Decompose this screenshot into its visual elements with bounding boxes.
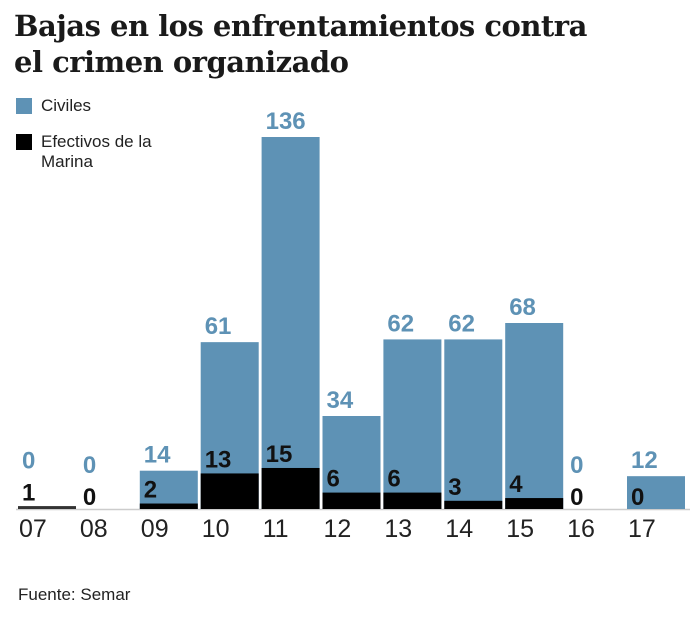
bar-marina-14 xyxy=(444,500,503,509)
bar-civiles-11 xyxy=(261,137,320,509)
label-civiles-16: 0 xyxy=(570,452,583,479)
label-marina-16: 0 xyxy=(570,484,583,511)
label-civiles-15: 68 xyxy=(509,294,536,321)
legend-swatch-marina xyxy=(16,134,32,150)
bar-marina-11 xyxy=(261,467,320,509)
label-civiles-07: 0 xyxy=(22,447,35,474)
label-marina-15: 4 xyxy=(509,471,523,498)
legend-marina: Efectivos de la Marina xyxy=(16,132,166,172)
legend-swatch-civiles xyxy=(16,98,32,114)
label-civiles-17: 12 xyxy=(631,447,658,474)
bar-civiles-14 xyxy=(444,339,503,509)
tick-label-15: 15 xyxy=(506,515,534,543)
tick-label-07: 07 xyxy=(19,515,47,543)
label-civiles-09: 14 xyxy=(144,442,171,469)
bar-civiles-17 xyxy=(627,476,685,509)
label-civiles-13: 62 xyxy=(387,310,414,337)
label-marina-09: 2 xyxy=(144,477,157,504)
bar-marina-10 xyxy=(200,473,259,509)
label-marina-13: 6 xyxy=(387,466,400,493)
bar-marina-09 xyxy=(139,503,198,509)
label-marina-08: 0 xyxy=(83,484,96,511)
label-civiles-14: 62 xyxy=(448,310,475,337)
tick-label-13: 13 xyxy=(384,515,412,543)
bar-marina-15 xyxy=(505,498,564,509)
label-marina-17: 0 xyxy=(631,484,644,511)
bar-civiles-15 xyxy=(505,323,564,509)
tick-label-16: 16 xyxy=(567,515,595,543)
bar-marina-12 xyxy=(322,492,381,509)
label-civiles-11: 136 xyxy=(266,108,306,135)
tick-label-14: 14 xyxy=(445,515,473,543)
source-note: Fuente: Semar xyxy=(18,585,131,604)
label-civiles-08: 0 xyxy=(83,452,96,479)
bar-marina-13 xyxy=(383,492,442,509)
bar-civiles-13 xyxy=(383,339,442,509)
label-civiles-10: 61 xyxy=(205,313,232,340)
label-civiles-12: 34 xyxy=(327,387,354,414)
label-marina-10: 13 xyxy=(205,446,232,473)
legend-civiles: Civiles xyxy=(16,96,91,116)
tick-label-12: 12 xyxy=(324,515,352,543)
tick-label-11: 11 xyxy=(263,515,289,543)
label-marina-11: 15 xyxy=(266,441,293,468)
label-marina-12: 6 xyxy=(327,466,340,493)
legend-label-marina: Efectivos de la Marina xyxy=(41,132,152,171)
bar-civiles-09 xyxy=(139,470,198,509)
tick-label-10: 10 xyxy=(202,515,230,543)
tick-label-17: 17 xyxy=(628,515,656,543)
bar-marina-line-07 xyxy=(18,507,76,509)
label-marina-14: 3 xyxy=(448,474,461,501)
legend-label-civiles: Civiles xyxy=(41,96,92,115)
chart-title: Bajas en los enfrentamientos contra el c… xyxy=(14,9,587,79)
tick-label-08: 08 xyxy=(80,515,108,543)
label-marina-07: 1 xyxy=(22,479,35,506)
tick-label-09: 09 xyxy=(141,515,169,543)
